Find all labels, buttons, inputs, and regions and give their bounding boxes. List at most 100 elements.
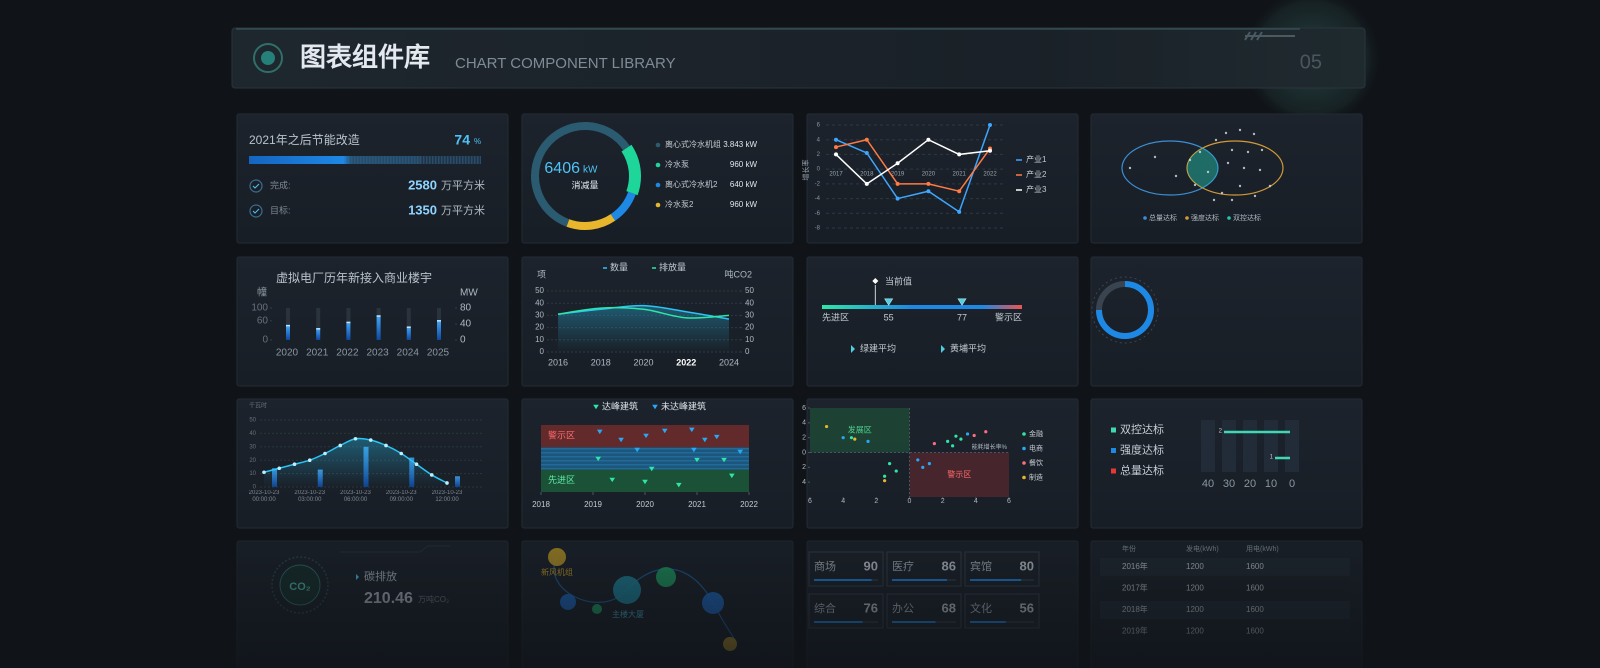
y-tick-label: 20 — [535, 323, 544, 332]
page-number: 05 — [1300, 51, 1322, 73]
line-label: 2 — [1219, 429, 1223, 435]
venn-dot — [1258, 168, 1262, 172]
legend-label: 双控达标 — [1233, 213, 1261, 222]
venn-dot — [1230, 148, 1234, 152]
tile-label: 宾馆 — [970, 559, 992, 573]
y-axis-label: 千瓦时 — [249, 402, 267, 410]
table-cell: 1600 — [1246, 627, 1264, 636]
tile-label: 办公 — [892, 602, 914, 615]
point — [916, 458, 920, 462]
point — [926, 137, 931, 142]
legend-label: 离心式冷水机2 — [665, 179, 718, 189]
x-tick-label: 2024 — [719, 357, 739, 367]
table-cell: 1600 — [1246, 584, 1264, 593]
chart-title: 虚拟电厂历年新接入商业楼宇 — [276, 270, 432, 285]
percent-unit: % — [474, 137, 481, 146]
end-label: 警示区 — [995, 311, 1022, 322]
legend-swatch — [1111, 427, 1116, 433]
venn-dot — [1153, 155, 1157, 159]
table-cell: 2019年 — [1122, 626, 1148, 636]
header-title: 图表组件库 — [300, 42, 430, 72]
point — [691, 447, 697, 453]
y2-tick-label: 0 — [745, 347, 750, 356]
x-tick-label: 4 — [974, 498, 978, 505]
point — [957, 189, 962, 194]
bar — [346, 322, 351, 340]
x-tick-label: 2022 — [983, 172, 997, 178]
y2-tick-label: 10 — [745, 335, 754, 344]
y-tick-label: 2 — [817, 152, 821, 158]
legend-label: 总量达标 — [1149, 213, 1177, 222]
bar — [316, 328, 321, 340]
x-tick-label: 2019 — [584, 500, 602, 509]
venn-dot — [1230, 198, 1234, 202]
point — [954, 434, 958, 438]
y-tick-label: 50 — [249, 418, 256, 424]
y-tick-label: 0 — [262, 335, 268, 346]
point — [866, 439, 870, 443]
y-tick-label: -8 — [815, 226, 821, 232]
node-label: 主楼大厦 — [612, 609, 644, 619]
row-unit: 万平方米 — [441, 203, 485, 217]
venn-dot — [1214, 138, 1218, 142]
tile-value: 76 — [864, 600, 878, 615]
x-tick-label: 2021 — [953, 172, 967, 178]
bullet-bar — [822, 305, 1022, 309]
tile-label: 文化 — [970, 601, 992, 615]
legend-label: 制造 — [1029, 472, 1043, 481]
current-pin-head — [872, 278, 879, 284]
table-cell: 2017年 — [1122, 583, 1148, 593]
y2-tick-label: 50 — [745, 286, 754, 295]
point — [972, 433, 976, 438]
venn-dot — [1226, 161, 1230, 165]
y-axis-label: 项 — [537, 269, 546, 279]
legend-label: 绿建平均 — [860, 342, 896, 353]
point — [864, 137, 869, 142]
point — [824, 424, 829, 429]
header-icon — [253, 43, 283, 73]
row-value: 1350 — [408, 202, 437, 217]
x-tick-label: 2 — [874, 498, 878, 505]
x-tick-label: 2023 — [366, 348, 389, 359]
x-tick-label: 2021 — [688, 500, 706, 509]
legend-dot — [1227, 216, 1231, 220]
co2-label: 碳排放 — [364, 569, 397, 583]
tile-value: 90 — [864, 558, 878, 573]
legend-dot — [1022, 461, 1026, 465]
x-tick-label-box: 2023-10-23 06:00:00 — [340, 490, 371, 503]
venn-dot — [1128, 166, 1132, 170]
tile-bar — [814, 621, 863, 623]
y2-tick-label: 40 — [460, 319, 472, 330]
tile-bar — [892, 621, 936, 623]
header-bar — [231, 27, 1366, 89]
x-tick-label: 2016 — [548, 357, 568, 367]
x-tick-label-box: 2023-10-23 00:00:00 — [249, 490, 280, 503]
network-node — [560, 594, 576, 610]
current-label: 当前值 — [885, 275, 912, 286]
x-tick-label: 2 — [941, 498, 945, 505]
point — [702, 437, 708, 443]
column — [1285, 420, 1299, 472]
x-tick-label: 0 — [1289, 478, 1295, 490]
legend-label: 强度达标 — [1191, 213, 1219, 222]
point — [721, 457, 727, 463]
point — [737, 449, 743, 455]
x-tick-label: 10 — [1265, 478, 1277, 490]
point — [323, 451, 327, 456]
bar — [376, 316, 381, 340]
point — [895, 181, 900, 186]
legend-dot — [655, 142, 661, 148]
x-tick-label: 2022 — [740, 500, 758, 509]
bar — [286, 325, 290, 340]
y-tick-label: 2 — [802, 464, 806, 471]
legend-dot — [655, 182, 661, 188]
region-label: 发展区 — [848, 424, 872, 434]
y-tick-label: -2 — [815, 181, 821, 187]
y-tick-label: -4 — [815, 196, 821, 202]
line — [835, 124, 991, 213]
column — [1201, 420, 1215, 472]
bar-track — [316, 308, 321, 340]
point — [262, 470, 266, 475]
point — [957, 209, 962, 214]
